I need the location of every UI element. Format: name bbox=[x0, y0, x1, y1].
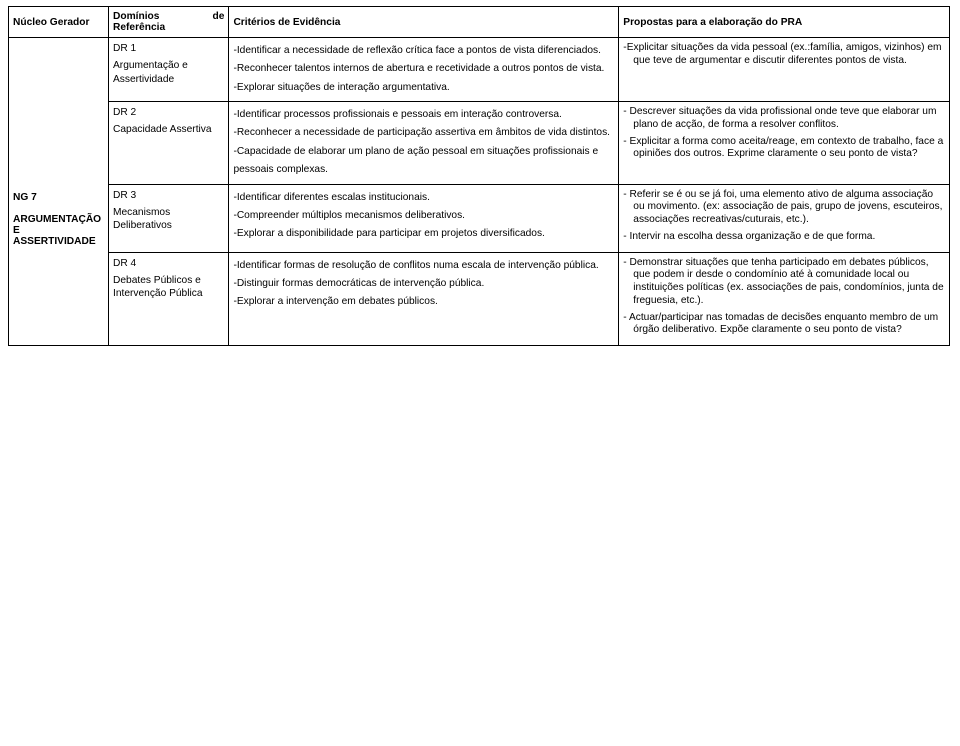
dr-cell: DR 4 Debates Públicos e Intervenção Públ… bbox=[109, 252, 229, 346]
dr-title: Capacidade Assertiva bbox=[113, 124, 212, 135]
dr-code: DR 4 bbox=[113, 257, 224, 270]
propostas-cell: - Referir se é ou se já foi, uma element… bbox=[619, 184, 950, 252]
propostas-cell: - Demonstrar situações que tenha partici… bbox=[619, 252, 950, 346]
table-row: NG 7 ARGUMENTAÇÃO E ASSERTIVIDADE DR 1 A… bbox=[9, 38, 950, 102]
crit-item: -Compreender múltiplos mecanismos delibe… bbox=[233, 207, 614, 225]
dr-code: DR 3 bbox=[113, 189, 224, 202]
crit-item: -Identificar processos profissionais e p… bbox=[233, 106, 614, 124]
crit-item: -Distinguir formas democráticas de inter… bbox=[233, 275, 614, 293]
ng-title-line2: E bbox=[13, 225, 20, 236]
crit-item: -Identificar diferentes escalas instituc… bbox=[233, 189, 614, 207]
dr-title: Mecanismos Deliberativos bbox=[113, 207, 172, 231]
header-propostas: Propostas para a elaboração do PRA bbox=[619, 7, 950, 38]
dr-code: DR 2 bbox=[113, 106, 224, 119]
criterios-cell: -Identificar processos profissionais e p… bbox=[229, 102, 619, 184]
prop-item: - Intervir na escolha dessa organização … bbox=[623, 231, 945, 244]
table-row: DR 3 Mecanismos Deliberativos -Identific… bbox=[9, 184, 950, 252]
table-row: DR 4 Debates Públicos e Intervenção Públ… bbox=[9, 252, 950, 346]
ng-title-line1: ARGUMENTAÇÃO bbox=[13, 214, 101, 225]
header-referencia: Referência bbox=[113, 22, 165, 33]
criterios-cell: -Identificar formas de resolução de conf… bbox=[229, 252, 619, 346]
table-header-row: Núcleo Gerador Domínios de Referência Cr… bbox=[9, 7, 950, 38]
ng-title-line3: ASSERTIVIDADE bbox=[13, 236, 96, 247]
header-dominios-de: de bbox=[213, 11, 225, 22]
prop-item: - Actuar/participar nas tomadas de decis… bbox=[623, 312, 945, 338]
crit-item: -Reconhecer a necessidade de participaçã… bbox=[233, 124, 614, 142]
propostas-cell: -Explicitar situações da vida pessoal (e… bbox=[619, 38, 950, 102]
crit-item: -Reconhecer talentos internos de abertur… bbox=[233, 60, 614, 78]
prop-item: -Explicitar situações da vida pessoal (e… bbox=[623, 42, 945, 68]
dr-cell: DR 3 Mecanismos Deliberativos bbox=[109, 184, 229, 252]
crit-item: -Capacidade de elaborar um plano de ação… bbox=[233, 143, 614, 180]
prop-item: - Referir se é ou se já foi, uma element… bbox=[623, 189, 945, 227]
prop-item: - Demonstrar situações que tenha partici… bbox=[623, 257, 945, 308]
crit-item: -Explorar a disponibilidade para partici… bbox=[233, 225, 614, 243]
dr-cell: DR 2 Capacidade Assertiva bbox=[109, 102, 229, 184]
crit-item: -Explorar a intervenção em debates públi… bbox=[233, 293, 614, 311]
nucleo-cell: NG 7 ARGUMENTAÇÃO E ASSERTIVIDADE bbox=[9, 38, 109, 346]
propostas-cell: - Descrever situações da vida profission… bbox=[619, 102, 950, 184]
header-nucleo: Núcleo Gerador bbox=[9, 7, 109, 38]
crit-item: -Identificar a necessidade de reflexão c… bbox=[233, 42, 614, 60]
prop-item: - Explicitar a forma como aceita/reage, … bbox=[623, 136, 945, 162]
prop-item: - Descrever situações da vida profission… bbox=[623, 106, 945, 132]
dr-cell: DR 1 Argumentação e Assertividade bbox=[109, 38, 229, 102]
header-dominios: Domínios de Referência bbox=[109, 7, 229, 38]
dr-title: Debates Públicos e Intervenção Pública bbox=[113, 275, 202, 299]
header-criterios: Critérios de Evidência bbox=[229, 7, 619, 38]
crit-item: -Explorar situações de interação argumen… bbox=[233, 79, 614, 97]
curriculum-table: Núcleo Gerador Domínios de Referência Cr… bbox=[8, 6, 950, 346]
crit-item: -Identificar formas de resolução de conf… bbox=[233, 257, 614, 275]
criterios-cell: -Identificar diferentes escalas instituc… bbox=[229, 184, 619, 252]
header-dominios-word: Domínios bbox=[113, 11, 159, 22]
dr-title: Argumentação e Assertividade bbox=[113, 60, 188, 84]
ng-code: NG 7 bbox=[13, 192, 104, 203]
criterios-cell: -Identificar a necessidade de reflexão c… bbox=[229, 38, 619, 102]
dr-code: DR 1 bbox=[113, 42, 224, 55]
table-row: DR 2 Capacidade Assertiva -Identificar p… bbox=[9, 102, 950, 184]
